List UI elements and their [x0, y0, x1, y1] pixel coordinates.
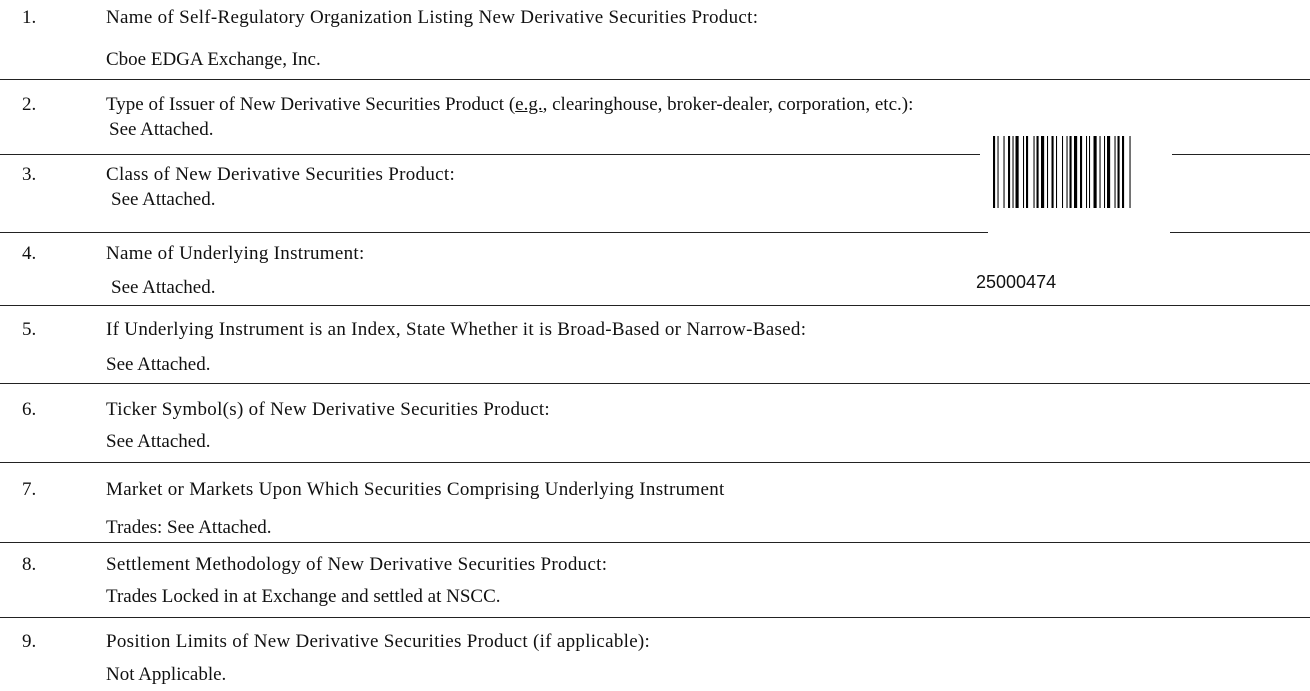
rule: [0, 617, 1310, 618]
rule: [0, 79, 1310, 80]
item-answer: Trades: See Attached.: [106, 517, 272, 538]
barcode-bar: [1080, 136, 1083, 208]
item-label: If Underlying Instrument is an Index, St…: [106, 319, 807, 340]
item-number: 6.: [22, 399, 37, 420]
barcode-bar: [1122, 136, 1125, 208]
item-number: 1.: [22, 7, 37, 28]
barcode-bar: [1041, 136, 1045, 208]
barcode-bar: [1086, 136, 1088, 208]
barcode-bar: [997, 136, 999, 208]
label-part: Type of Issuer of New Derivative Securit…: [106, 94, 516, 115]
item-number: 7.: [22, 479, 37, 500]
barcode-bar: [1099, 136, 1101, 208]
item-answer: See Attached.: [109, 119, 214, 140]
barcode-bar: [1129, 136, 1131, 208]
rule: [0, 383, 1310, 384]
barcode-bar: [993, 136, 996, 208]
barcode-number: 25000474: [976, 272, 1057, 292]
barcode-bar: [1114, 136, 1116, 208]
rule: [0, 462, 1310, 463]
label-part: e.g.: [515, 94, 543, 115]
item-number: 4.: [22, 243, 37, 264]
barcode-bar: [1107, 136, 1111, 208]
item-label: Settlement Methodology of New Derivative…: [106, 554, 608, 575]
item-number: 5.: [22, 319, 37, 340]
barcode-bar: [1074, 136, 1078, 208]
item-label: Ticker Symbol(s) of New Derivative Secur…: [106, 399, 550, 420]
item-answer: See Attached.: [111, 189, 216, 210]
barcode-bar: [1033, 136, 1035, 208]
item-label: Name of Underlying Instrument:: [106, 243, 365, 264]
barcode-bar: [1012, 136, 1014, 208]
item-label: Market or Markets Upon Which Securities …: [106, 479, 725, 500]
item-label: Type of Issuer of New Derivative Securit…: [106, 94, 913, 116]
item-answer: See Attached.: [111, 277, 216, 298]
label-part: , clearinghouse, broker-dealer, corporat…: [542, 94, 914, 115]
barcode-bar: [1066, 136, 1068, 208]
barcode: [993, 136, 1131, 208]
item-answer: Not Applicable.: [106, 664, 227, 685]
item-number: 8.: [22, 554, 37, 575]
barcode-bar: [1117, 136, 1120, 208]
barcode-bar: [1047, 136, 1049, 208]
barcode-bar: [1036, 136, 1039, 208]
item-answer: See Attached.: [106, 354, 211, 375]
item-label: Name of Self-Regulatory Organization Lis…: [106, 7, 759, 28]
item-label: Position Limits of New Derivative Securi…: [106, 631, 651, 652]
rule: [0, 305, 1310, 306]
item-number: 3.: [22, 164, 37, 185]
item-number: 9.: [22, 631, 37, 652]
item-number: 2.: [22, 94, 37, 115]
barcode-bar: [1003, 136, 1005, 208]
barcode-bar: [1026, 136, 1029, 208]
barcode-bar: [1093, 136, 1097, 208]
rule: [1172, 154, 1310, 155]
barcode-bar: [1069, 136, 1072, 208]
barcode-bar: [1051, 136, 1054, 208]
item-answer: Trades Locked in at Exchange and settled…: [106, 586, 501, 607]
barcode-bar: [1062, 136, 1064, 208]
rule: [0, 232, 988, 233]
rule: [0, 154, 980, 155]
rule: [0, 542, 1310, 543]
rule: [1170, 232, 1310, 233]
barcode-bar: [1089, 136, 1091, 208]
item-answer: See Attached.: [106, 431, 211, 452]
barcode-bar: [1023, 136, 1025, 208]
item-answer: Cboe EDGA Exchange, Inc.: [106, 49, 321, 70]
barcode-bar: [1008, 136, 1011, 208]
barcode-bar: [1056, 136, 1058, 208]
barcode-bar: [1015, 136, 1019, 208]
item-label: Class of New Derivative Securities Produ…: [106, 164, 456, 185]
barcode-bar: [1104, 136, 1106, 208]
